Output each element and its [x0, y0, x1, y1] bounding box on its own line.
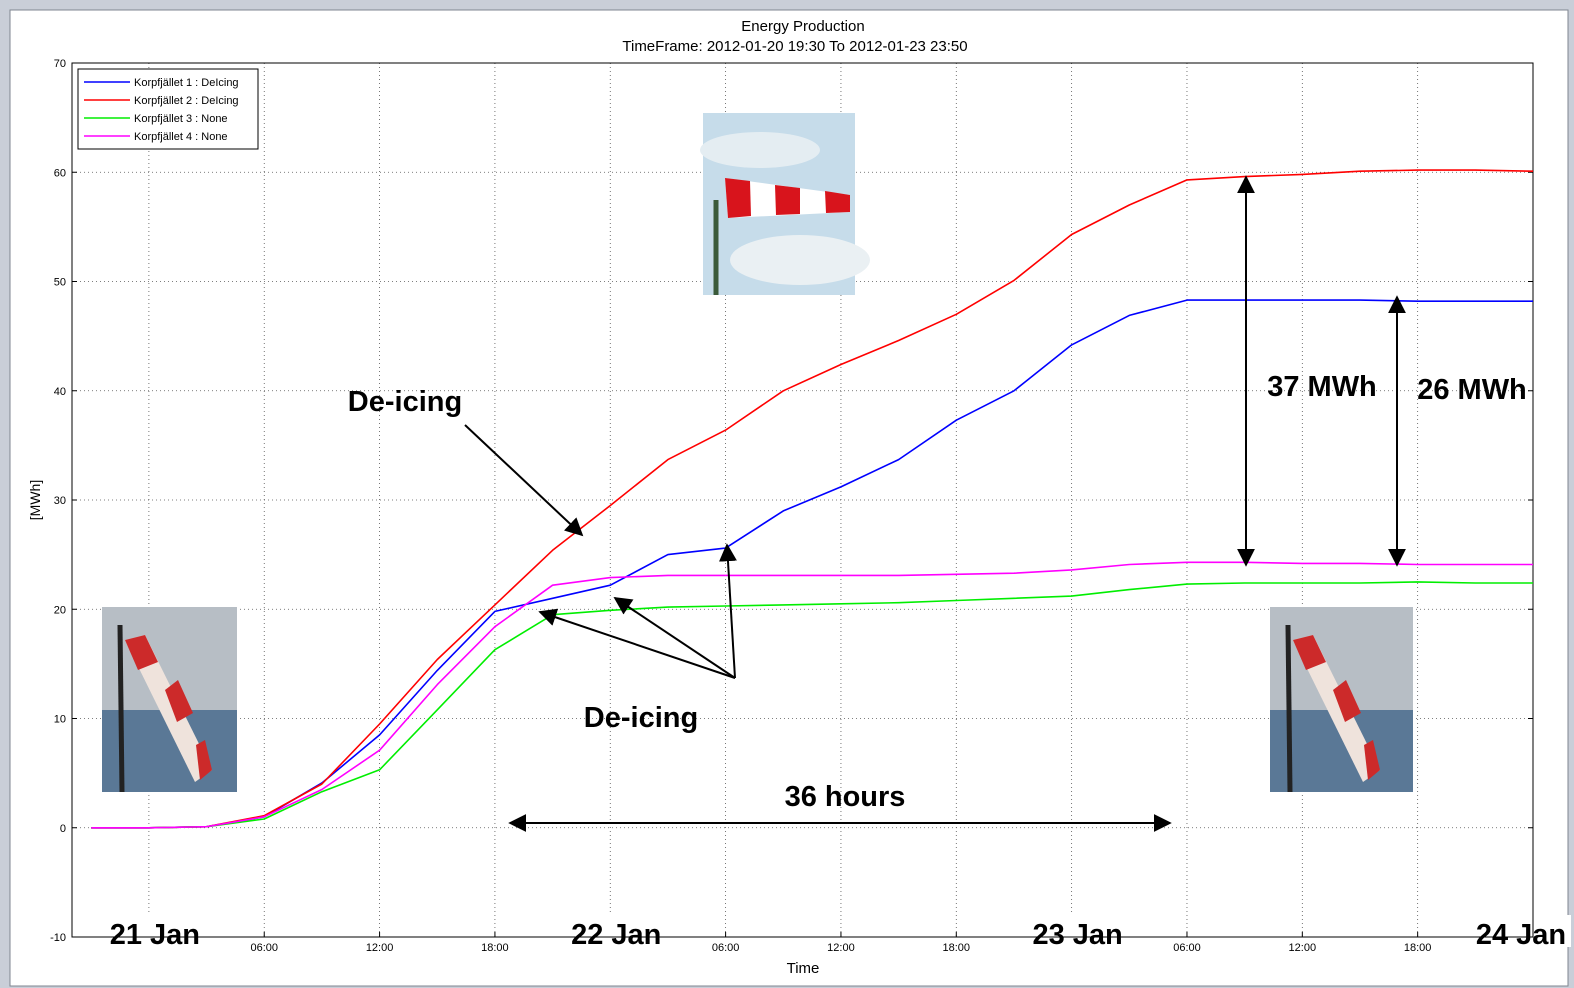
annotation: 37 MWh [1267, 371, 1377, 403]
x-axis-label: Time [787, 960, 820, 977]
series-line [91, 169, 1534, 829]
x-tick-label: 12:00 [1289, 942, 1317, 954]
legend-label: Korpfjället 4 : None [134, 131, 228, 143]
y-tick-label: 50 [54, 277, 66, 289]
legend: Korpfjället 1 : DeIcing Korpfjället 2 : D… [77, 68, 259, 150]
x-tick-label: 06:00 [712, 942, 740, 954]
legend-label: Korpfjället 3 : None [134, 113, 228, 125]
annotation-arrow [538, 608, 736, 679]
x-tick-label: 18:00 [1404, 942, 1432, 954]
x-tick-label: 06:00 [1173, 942, 1201, 954]
label-background [1471, 915, 1571, 947]
legend-label: Korpfjället 1 : DeIcing [134, 77, 239, 89]
label-background [104, 915, 205, 947]
chart-subtitle: TimeFrame: 2012-01-20 19:30 To 2012-01-2… [622, 38, 967, 55]
y-axis-label: [MWh] [27, 480, 43, 520]
annotation-arrow [718, 543, 737, 679]
label-background [566, 915, 667, 947]
windsock-picture [700, 113, 870, 295]
x-tick-label: 12:00 [366, 942, 394, 954]
annotation: 36 hours [785, 781, 906, 813]
y-tick-label: -10 [50, 932, 66, 944]
chart-title: Energy Production [741, 18, 864, 35]
series-line [91, 581, 1533, 829]
day-label: 24 Jan [1476, 919, 1566, 951]
x-tick-label: 18:00 [481, 942, 509, 954]
legend-label: Korpfjället 2 : DeIcing [134, 95, 239, 107]
y-tick-label: 70 [54, 58, 66, 70]
y-tick-label: 40 [54, 386, 66, 398]
annotation-arrow [464, 424, 584, 537]
y-tick-label: 0 [60, 823, 66, 835]
label-background [1027, 915, 1128, 947]
series-line [91, 561, 1533, 829]
annotation-arrow [613, 597, 736, 679]
x-tick-label: 06:00 [250, 942, 278, 954]
windsock-picture [102, 607, 237, 793]
annotation: De-icing [348, 386, 462, 418]
y-tick-label: 20 [54, 604, 66, 616]
day-label: 23 Jan [1032, 919, 1122, 951]
day-label: 22 Jan [571, 919, 661, 951]
x-tick-label: 18:00 [943, 942, 971, 954]
y-tick-label: 10 [54, 714, 66, 726]
windsock-picture [1270, 607, 1413, 793]
y-tick-label: 60 [54, 167, 66, 179]
x-tick-label: 12:00 [827, 942, 855, 954]
y-tick-label: 30 [54, 495, 66, 507]
day-label: 21 Jan [110, 919, 200, 951]
axes-box [71, 62, 1534, 938]
annotation: De-icing [584, 702, 698, 734]
annotation: 26 MWh [1417, 374, 1527, 406]
